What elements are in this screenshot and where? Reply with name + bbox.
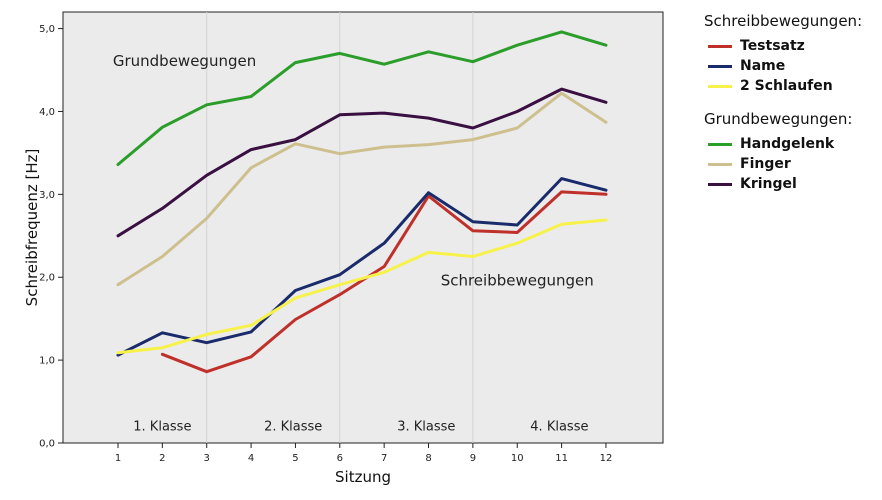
series-line-2-schlaufen [116,218,608,355]
y-tick-label: 1,0 [39,356,55,367]
legend-group-title: Grundbewegungen: [704,110,853,128]
legend-label: Kringel [740,176,797,192]
y-axis-title: Schreibfrequenz [Hz] [23,149,41,307]
series-lines [116,30,608,374]
x-axis-title: Sitzung [335,468,391,486]
legend-swatch [708,84,732,88]
y-tick-label: 4,0 [39,107,55,118]
series-line-testsatz [160,190,608,374]
x-tick-label: 3 [204,453,210,464]
legend-label: Handgelenk [740,136,835,152]
x-tick-label: 2 [159,453,165,464]
series-line-handgelenk [116,30,608,166]
x-tick-label: 10 [511,453,524,464]
plot-area [62,11,664,444]
legend-item: Kringel [708,174,873,194]
legend-swatch [708,142,732,146]
x-tick-label: 6 [337,453,343,464]
klasse-label: 2. Klasse [264,420,322,435]
series-line-finger [116,91,608,287]
legend-item: Finger [708,154,873,174]
legend-label: 2 Schlaufen [740,78,833,94]
legend-group: Schreibbewegungen: Testsatz Name 2 Schlaufe… [698,12,873,96]
y-tick-label: 0,0 [39,439,55,450]
line-chart: 0,01,02,03,04,05,01 2 3 4 5 6 7 8 9 10 11 12 Grundb… [23,11,664,486]
annotation-label: Schreibbewegungen [441,272,594,290]
legend-swatch [708,64,732,68]
annotations: Grundbewegungen Schreibbewegungen 1. Klass… [113,52,594,435]
legend-group: Grundbewegungen: Handgelenk Finger Kringel [698,110,873,194]
annotation-label: Grundbewegungen [113,52,256,70]
klasse-label: 4. Klasse [530,420,588,435]
x-tick-label: 9 [470,453,476,464]
x-tick-label: 1 [115,453,121,464]
legend-swatch [708,182,732,186]
klasse-label: 1. Klasse [133,420,191,435]
legend-label: Name [740,58,786,74]
y-tick-label: 3,0 [39,190,55,201]
x-tick-label: 8 [425,453,431,464]
legend-group-title: Schreibbewegungen: [704,12,863,30]
legend-item: Testsatz [708,36,873,56]
series-line-kringel [116,87,608,238]
series-line-name [116,177,608,357]
x-tick-label: 12 [600,453,613,464]
legend-swatch [708,162,732,166]
legend-item: 2 Schlaufen [708,76,873,96]
legend-swatch [708,44,732,48]
x-tick-label: 5 [292,453,298,464]
legend-label: Finger [740,156,791,172]
x-tick-label: 4 [248,453,254,464]
x-tick-label: 7 [381,453,387,464]
axes: 0,01,02,03,04,05,01 2 3 4 5 6 7 8 9 10 11 12 [39,24,612,464]
y-tick-label: 2,0 [39,273,55,284]
legend-item: Name [708,56,873,76]
klasse-label: 3. Klasse [397,420,455,435]
y-tick-label: 5,0 [39,24,55,35]
legend-label: Testsatz [740,38,805,54]
legend-item: Handgelenk [708,134,873,154]
legend: Schreibbewegungen: Testsatz Name 2 Schlaufe… [698,12,873,208]
x-tick-label: 11 [555,453,568,464]
